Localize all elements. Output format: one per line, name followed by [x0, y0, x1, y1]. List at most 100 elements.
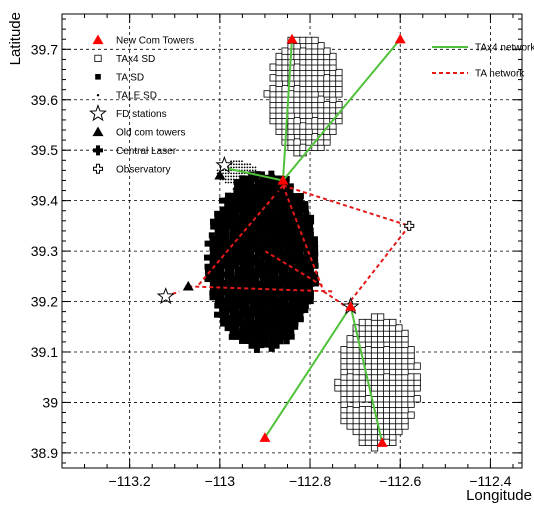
- tale-sd-marker: [236, 179, 238, 181]
- x-tick-label: −113: [205, 473, 236, 489]
- tax4-sd-marker: [270, 85, 276, 91]
- ta-sd-marker: [293, 259, 299, 265]
- y-tick-label: 38.9: [31, 445, 58, 461]
- tax4-sd-marker: [384, 319, 390, 325]
- tale-sd-marker: [249, 176, 251, 178]
- tax4-sd-marker: [408, 412, 414, 418]
- tale-sd-marker: [244, 166, 246, 168]
- tax4-sd-marker: [270, 64, 276, 70]
- ta-sd-marker: [253, 295, 259, 301]
- tax4-sd-marker: [300, 123, 306, 129]
- tax4-sd-marker: [324, 101, 330, 107]
- y-tick-label: 39: [42, 394, 58, 410]
- tax4-sd-marker: [294, 85, 300, 91]
- tale-sd-marker: [244, 179, 246, 181]
- tax4-sd-marker: [396, 325, 402, 331]
- tax4-sd-marker: [276, 53, 282, 59]
- tale-sd-marker: [255, 169, 257, 171]
- tale-sd-marker: [244, 176, 246, 178]
- tax4-sd-marker: [318, 96, 324, 102]
- tax4-sd-marker: [347, 374, 353, 380]
- y-tick-label: 39.3: [31, 243, 58, 259]
- tale-sd-marker: [230, 179, 232, 181]
- tax4-sd-marker: [414, 396, 420, 402]
- tale-sd-marker: [246, 176, 248, 178]
- ta-sd-marker: [268, 171, 274, 177]
- tale-sd-marker: [228, 176, 230, 178]
- tale-sd-marker: [236, 160, 238, 162]
- y-tick-label: 39.4: [31, 193, 58, 209]
- tax4-sd-marker: [312, 37, 318, 43]
- tale-sd-marker: [233, 160, 235, 162]
- tale-sd-marker: [238, 179, 240, 181]
- tax4-sd-marker: [336, 101, 342, 107]
- legend-label-old_com_towers: Old com towers: [116, 128, 185, 139]
- ta-sd-marker: [273, 224, 279, 230]
- tax4-sd-marker: [347, 406, 353, 412]
- tale-sd-marker: [246, 163, 248, 165]
- tale-sd-marker: [252, 179, 254, 181]
- legend-label-observatory: Observatory: [116, 164, 170, 175]
- tale-sd-marker: [249, 163, 251, 165]
- ta-sd-marker: [224, 228, 230, 234]
- tax4-sd-marker: [408, 347, 414, 353]
- tax4-sd-marker: [359, 406, 365, 412]
- tax4-sd-marker: [408, 374, 414, 380]
- y-tick-label: 39.5: [31, 142, 58, 158]
- tale-sd-marker: [230, 173, 232, 175]
- tale-sd-marker: [249, 182, 251, 184]
- tax4-sd-marker: [414, 374, 420, 380]
- tax4-sd-marker: [306, 37, 312, 43]
- tax4-sd-marker: [294, 117, 300, 123]
- tax4-sd-marker: [336, 69, 342, 75]
- y-tick-label: 39.2: [31, 294, 58, 310]
- tax4-sd-marker: [390, 319, 396, 325]
- tale-sd-marker: [244, 169, 246, 171]
- tale-sd-marker: [225, 173, 227, 175]
- tax4-sd-marker: [365, 319, 371, 325]
- tale-sd-marker: [244, 163, 246, 165]
- tale-sd-marker: [228, 173, 230, 175]
- ta-sd-marker: [239, 207, 245, 213]
- tax4-sd-marker: [335, 379, 341, 385]
- ta-sd-marker: [312, 250, 318, 256]
- tale-sd-marker: [238, 163, 240, 165]
- tale-sd-marker: [241, 179, 243, 181]
- legend-label-tale_sd: TALE SD: [116, 91, 157, 102]
- tale-sd-marker: [255, 176, 257, 178]
- tax4-sd-marker: [318, 43, 324, 49]
- tale-sd-marker: [241, 160, 243, 162]
- tale-sd-marker: [230, 166, 232, 168]
- tax4-sd-marker: [294, 64, 300, 70]
- legend-label-ta_sd: TA SD: [116, 72, 144, 83]
- ta-sd-marker: [209, 232, 215, 238]
- tax4-sd-marker: [365, 406, 371, 412]
- tale-sd-marker: [236, 166, 238, 168]
- tale-sd-marker: [241, 163, 243, 165]
- tale-sd-marker: [252, 166, 254, 168]
- tale-sd-marker: [222, 173, 224, 175]
- tax4-sd-marker: [300, 144, 306, 150]
- tax4-sd-marker: [330, 53, 336, 59]
- tale-sd-marker: [217, 169, 219, 171]
- ta-sd-marker: [303, 211, 309, 217]
- tale-sd-marker: [236, 173, 238, 175]
- tale-sd-marker: [233, 179, 235, 181]
- tale-sd-marker: [255, 166, 257, 168]
- tax4-sd-marker: [377, 314, 383, 320]
- tale-sd-marker: [246, 166, 248, 168]
- legend-marker-ta_sd: [95, 74, 101, 80]
- tale-sd-marker: [225, 176, 227, 178]
- tax4-sd-marker: [312, 117, 318, 123]
- tax4-sd-marker: [264, 91, 270, 97]
- tax4-sd-marker: [347, 336, 353, 342]
- tale-sd-marker: [236, 176, 238, 178]
- tale-sd-marker: [233, 182, 235, 184]
- ta-sd-marker: [298, 193, 304, 199]
- tale-sd-marker: [246, 169, 248, 171]
- tale-sd-marker: [249, 179, 251, 181]
- tale-sd-marker: [233, 163, 235, 165]
- tale-sd-marker: [241, 166, 243, 168]
